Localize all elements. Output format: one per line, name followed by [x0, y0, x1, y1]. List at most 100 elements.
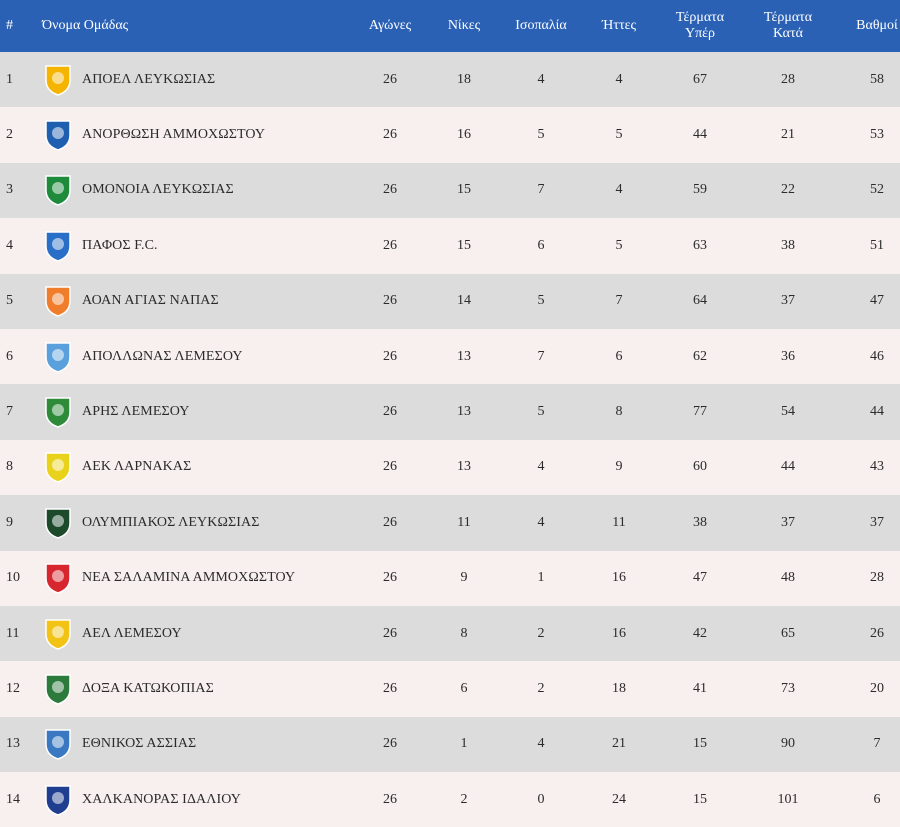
team-link[interactable]: ΑΠΟΛΛΩΝΑΣ ΛΕΜΕΣΟΥ	[42, 339, 354, 375]
played-cell: 26	[383, 71, 397, 87]
team-link[interactable]: ΑΡΗΣ ΛΕΜΕΣΟΥ	[42, 394, 354, 430]
team-link[interactable]: ΧΑΛΚΑΝΟΡΑΣ ΙΔΑΛΙΟΥ	[42, 782, 354, 818]
table-row[interactable]: 7 ΑΡΗΣ ΛΕΜΕΣΟΥ 26 13 5 8 77 54 44	[0, 384, 900, 440]
team-link[interactable]: ΝΕΑ ΣΑΛΑΜΙΝΑ ΑΜΜΟΧΩΣΤΟΥ	[42, 560, 354, 596]
olympiakos-crest-icon	[42, 505, 74, 541]
header-draws[interactable]: Ισοπαλία	[515, 18, 567, 33]
team-link[interactable]: ΟΛΥΜΠΙΑΚΟΣ ΛΕΥΚΩΣΙΑΣ	[42, 505, 354, 541]
played-cell: 26	[383, 404, 397, 420]
points-cell: 53	[870, 127, 884, 143]
table-row[interactable]: 8 ΑΕΚ ΛΑΡΝΑΚΑΣ 26 13 4 9 60 44 43	[0, 439, 900, 496]
header-played[interactable]: Αγώνες	[368, 18, 412, 33]
points-cell: 58	[870, 71, 884, 87]
wins-cell: 14	[457, 293, 471, 309]
team-name: ΑΕΚ ΛΑΡΝΑΚΑΣ	[82, 459, 192, 475]
omonoia-crest-icon	[42, 172, 74, 208]
table-row[interactable]: 9 ΟΛΥΜΠΙΑΚΟΣ ΛΕΥΚΩΣΙΑΣ 26 11 4 11 38 37 37	[0, 495, 900, 551]
header-wins[interactable]: Νίκες	[447, 18, 481, 33]
team-link[interactable]: ΑΕΛ ΛΕΜΕΣΟΥ	[42, 616, 354, 652]
wins-cell: 11	[457, 514, 471, 530]
team-cell: ΑΡΗΣ ΛΕΜΕΣΟΥ	[38, 384, 354, 439]
table-row[interactable]: 5 ΑΟΑΝ ΑΓΙΑΣ ΝΑΠΑΣ 26 14 5 7 64 37 47	[0, 273, 900, 329]
team-cell: ΧΑΛΚΑΝΟΡΑΣ ΙΔΑΛΙΟΥ	[38, 772, 354, 827]
losses-cell: 18	[612, 680, 626, 696]
table-row[interactable]: 2 ΑΝΟΡΘΩΣΗ ΑΜΜΟΧΩΣΤΟΥ 26 16 5 5 44 21 53	[0, 107, 900, 163]
team-name: ΑΕΛ ΛΕΜΕΣΟΥ	[82, 625, 182, 641]
wins-cell: 6	[460, 680, 468, 696]
table-row[interactable]: 13 ΕΘΝΙΚΟΣ ΑΣΣΙΑΣ 26 1 4 21 15 90 7	[0, 716, 900, 773]
losses-cell: 7	[615, 293, 623, 309]
table-row[interactable]: 4 ΠΑΦΟΣ F.C. 26 15 6 5 63 38 51	[0, 218, 900, 274]
header-goals-against-line1: Τέρματα	[763, 10, 813, 25]
team-link[interactable]: ΑΟΑΝ ΑΓΙΑΣ ΝΑΠΑΣ	[42, 283, 354, 319]
goals-for-cell: 63	[693, 237, 707, 253]
losses-cell: 5	[615, 237, 623, 253]
team-link[interactable]: ΑΠΟΕΛ ΛΕΥΚΩΣΙΑΣ	[42, 62, 354, 98]
position-cell: 5	[6, 293, 13, 309]
table-row[interactable]: 14 ΧΑΛΚΑΝΟΡΑΣ ΙΔΑΛΙΟΥ 26 2 0 24 15 101 6	[0, 772, 900, 827]
header-position[interactable]: #	[6, 18, 13, 33]
wins-cell: 15	[457, 237, 471, 253]
team-link[interactable]: ΑΝΟΡΘΩΣΗ ΑΜΜΟΧΩΣΤΟΥ	[42, 117, 354, 153]
team-name: ΠΑΦΟΣ F.C.	[82, 237, 158, 253]
team-name: ΔΟΞΑ ΚΑΤΩΚΟΠΙΑΣ	[82, 680, 214, 696]
position-cell: 2	[6, 127, 13, 143]
ethnikos-crest-icon	[42, 726, 74, 762]
table-row[interactable]: 6 ΑΠΟΛΛΩΝΑΣ ΛΕΜΕΣΟΥ 26 13 7 6 62 36 46	[0, 328, 900, 385]
team-link[interactable]: ΟΜΟΝΟΙΑ ΛΕΥΚΩΣΙΑΣ	[42, 172, 354, 208]
draws-cell: 5	[537, 293, 545, 309]
wins-cell: 16	[457, 127, 471, 143]
table-row[interactable]: 10 ΝΕΑ ΣΑΛΑΜΙΝΑ ΑΜΜΟΧΩΣΤΟΥ 26 9 1 16 47 48 28	[0, 550, 900, 606]
team-link[interactable]: ΔΟΞΑ ΚΑΤΩΚΟΠΙΑΣ	[42, 671, 354, 707]
table-row[interactable]: 1 ΑΠΟΕΛ ΛΕΥΚΩΣΙΑΣ 26 18 4 4 67 28 58	[0, 52, 900, 108]
anorthosis-crest-icon	[42, 117, 74, 153]
goals-against-cell: 90	[781, 736, 795, 752]
header-losses[interactable]: Ήττες	[602, 18, 636, 33]
played-cell: 26	[383, 182, 397, 198]
goals-for-cell: 15	[693, 791, 707, 807]
table-row[interactable]: 3 ΟΜΟΝΟΙΑ ΛΕΥΚΩΣΙΑΣ 26 15 7 4 59 22 52	[0, 162, 900, 219]
team-cell: ΟΜΟΝΟΙΑ ΛΕΥΚΩΣΙΑΣ	[38, 163, 354, 218]
wins-cell: 9	[460, 570, 468, 586]
header-points[interactable]: Βαθμοί	[856, 18, 898, 33]
points-cell: 44	[870, 404, 884, 420]
wins-cell: 18	[457, 71, 471, 87]
points-cell: 37	[870, 514, 884, 530]
header-goals-for-line2: Υπέρ	[684, 26, 716, 41]
draws-cell: 0	[537, 791, 545, 807]
goals-against-cell: 38	[781, 237, 795, 253]
goals-against-cell: 48	[781, 570, 795, 586]
points-cell: 52	[870, 182, 884, 198]
team-name: ΑΠΟΛΛΩΝΑΣ ΛΕΜΕΣΟΥ	[82, 348, 243, 364]
losses-cell: 6	[615, 348, 623, 364]
header-goals-for[interactable]: Τέρματα Υπέρ	[658, 0, 742, 52]
points-cell: 46	[870, 348, 884, 364]
team-link[interactable]: ΕΘΝΙΚΟΣ ΑΣΣΙΑΣ	[42, 726, 354, 762]
goals-against-cell: 37	[781, 514, 795, 530]
header-goals-against[interactable]: Τέρματα Κατά	[742, 0, 834, 52]
team-cell: ΟΛΥΜΠΙΑΚΟΣ ΛΕΥΚΩΣΙΑΣ	[38, 495, 354, 550]
team-cell: ΑΠΟΕΛ ΛΕΥΚΩΣΙΑΣ	[38, 52, 354, 107]
team-link[interactable]: ΑΕΚ ΛΑΡΝΑΚΑΣ	[42, 449, 354, 485]
losses-cell: 4	[615, 182, 623, 198]
losses-cell: 16	[612, 625, 626, 641]
aoan-crest-icon	[42, 283, 74, 319]
team-link[interactable]: ΠΑΦΟΣ F.C.	[42, 228, 354, 264]
played-cell: 26	[383, 237, 397, 253]
position-cell: 11	[6, 625, 20, 641]
header-team-name[interactable]: Όνομα Ομάδας	[42, 18, 129, 33]
played-cell: 26	[383, 680, 397, 696]
position-cell: 6	[6, 348, 13, 364]
team-cell: ΔΟΞΑ ΚΑΤΩΚΟΠΙΑΣ	[38, 661, 354, 716]
draws-cell: 7	[537, 348, 545, 364]
goals-against-cell: 65	[781, 625, 795, 641]
position-cell: 4	[6, 237, 13, 253]
position-cell: 12	[6, 680, 20, 696]
points-cell: 20	[870, 680, 884, 696]
position-cell: 10	[6, 570, 20, 586]
table-row[interactable]: 12 ΔΟΞΑ ΚΑΤΩΚΟΠΙΑΣ 26 6 2 18 41 73 20	[0, 661, 900, 717]
table-row[interactable]: 11 ΑΕΛ ΛΕΜΕΣΟΥ 26 8 2 16 42 65 26	[0, 605, 900, 662]
wins-cell: 13	[457, 459, 471, 475]
goals-for-cell: 42	[693, 625, 707, 641]
